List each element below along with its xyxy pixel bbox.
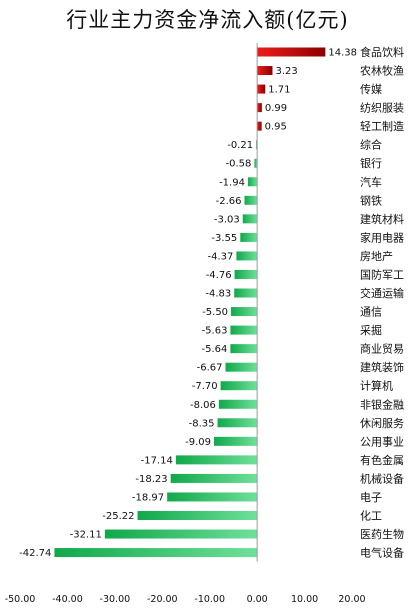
bar-国防军工 [234, 269, 258, 279]
bar-农林牧渔 [257, 66, 273, 76]
bar-非银金融 [218, 399, 258, 409]
bar-传媒 [257, 84, 266, 94]
value-label: -0.58 [226, 159, 252, 170]
category-label: 采掘 [360, 323, 382, 337]
x-tick-label: -30.00 [100, 594, 131, 605]
category-label: 国防军工 [360, 267, 404, 281]
x-tick-label: -50.00 [5, 594, 36, 605]
value-label: 1.71 [268, 85, 290, 96]
value-label: -4.37 [208, 251, 234, 262]
bar-钢铁 [244, 195, 258, 205]
bar-计算机 [220, 381, 258, 391]
value-label: -42.74 [19, 548, 51, 559]
category-label: 公用事业 [360, 435, 404, 448]
bar-通信 [231, 307, 258, 317]
category-label: 电子 [360, 491, 382, 504]
value-label: 3.23 [275, 66, 297, 77]
category-label: 传媒 [360, 83, 382, 96]
bar-商业贸易 [230, 344, 258, 354]
category-label: 食品饮料 [360, 45, 404, 59]
value-label: -8.35 [189, 418, 215, 429]
bar-有色金属 [175, 455, 258, 465]
category-label: 通信 [360, 306, 382, 319]
value-label: 0.95 [265, 122, 287, 133]
bar-建筑装饰 [225, 362, 258, 372]
x-tick-label: -10.00 [194, 594, 225, 605]
value-label: -25.22 [102, 511, 134, 522]
category-label: 非银金融 [360, 397, 404, 411]
value-label: 0.99 [265, 103, 287, 114]
value-label: -3.55 [211, 233, 237, 244]
value-label: -5.64 [202, 344, 228, 355]
bar-电气设备 [54, 548, 258, 558]
bar-银行 [254, 158, 258, 168]
value-label: -18.97 [132, 492, 164, 503]
x-axis: -50.00 -40.00 -30.00 -20.00 -10.00 0.00 10.00 2… [5, 43, 366, 605]
value-label: 14.38 [328, 48, 357, 59]
value-label: -4.76 [206, 270, 232, 281]
bar-机械设备 [170, 473, 258, 483]
value-label: -7.70 [192, 381, 218, 392]
category-label: 房地产 [360, 249, 393, 263]
category-label: 电气设备 [360, 546, 404, 560]
x-tick-label: -20.00 [147, 594, 178, 605]
category-label: 银行 [360, 156, 382, 170]
bar-公用事业 [214, 436, 258, 446]
x-tick-label: 20.00 [338, 594, 365, 605]
value-label: -3.03 [214, 214, 240, 225]
category-label: 钢铁 [360, 194, 382, 207]
category-label: 汽车 [360, 175, 382, 189]
category-label: 休闲服务 [360, 416, 404, 430]
bar-家用电器 [240, 232, 258, 242]
category-label: 计算机 [360, 379, 393, 393]
value-label: -1.94 [219, 177, 245, 188]
value-label: -5.63 [202, 326, 228, 337]
category-label: 轻工制造 [360, 119, 404, 133]
bar-交通运输 [234, 288, 258, 298]
category-label: 家用电器 [360, 230, 404, 244]
bar-汽车 [247, 177, 258, 187]
bar-纺织服装 [257, 103, 262, 113]
category-label: 化工 [360, 509, 382, 523]
category-label: 纺织服装 [360, 101, 404, 115]
bar-采掘 [230, 325, 258, 335]
x-tick-label: 0.00 [247, 594, 268, 605]
category-label: 有色金属 [360, 453, 404, 467]
category-label: 综合 [360, 138, 382, 152]
category-label: 商业贸易 [360, 342, 404, 356]
x-tick-label: 10.00 [291, 594, 318, 605]
value-label: -2.66 [216, 196, 242, 207]
bars-group [54, 47, 326, 558]
value-label: -5.50 [202, 307, 228, 318]
chart-title: 行业主力资金净流入额(亿元) [66, 8, 349, 32]
category-label: 机械设备 [360, 471, 404, 485]
bar-食品饮料 [257, 47, 326, 57]
category-label: 交通运输 [360, 286, 404, 300]
value-labels-group: 14.38 3.23 1.71 0.99 0.95 -0.21 -0.58 -1.94 -2.6… [19, 48, 357, 560]
value-label: -18.23 [135, 474, 167, 485]
value-label: -32.11 [70, 530, 102, 541]
bar-电子 [167, 492, 258, 502]
category-labels-group: 食品饮料农林牧渔传媒纺织服装轻工制造综合银行汽车钢铁建筑材料家用电器房地产国防军… [360, 45, 404, 560]
category-label: 建筑材料 [360, 212, 404, 226]
bar-房地产 [236, 251, 258, 261]
category-label: 农林牧渔 [360, 64, 404, 78]
bar-建筑材料 [242, 214, 258, 224]
bar-轻工制造 [257, 121, 262, 131]
category-label: 医药生物 [360, 527, 404, 541]
x-tick-label: -40.00 [52, 594, 83, 605]
bar-休闲服务 [217, 418, 258, 428]
value-label: -6.67 [197, 363, 223, 374]
bar-医药生物 [104, 529, 258, 539]
value-label: -17.14 [141, 455, 173, 466]
category-label: 建筑装饰 [360, 360, 404, 374]
value-label: -9.09 [185, 437, 211, 448]
value-label: -8.06 [190, 400, 216, 411]
value-label: -0.21 [227, 140, 253, 151]
value-label: -4.83 [205, 289, 231, 300]
bar-化工 [137, 511, 258, 520]
